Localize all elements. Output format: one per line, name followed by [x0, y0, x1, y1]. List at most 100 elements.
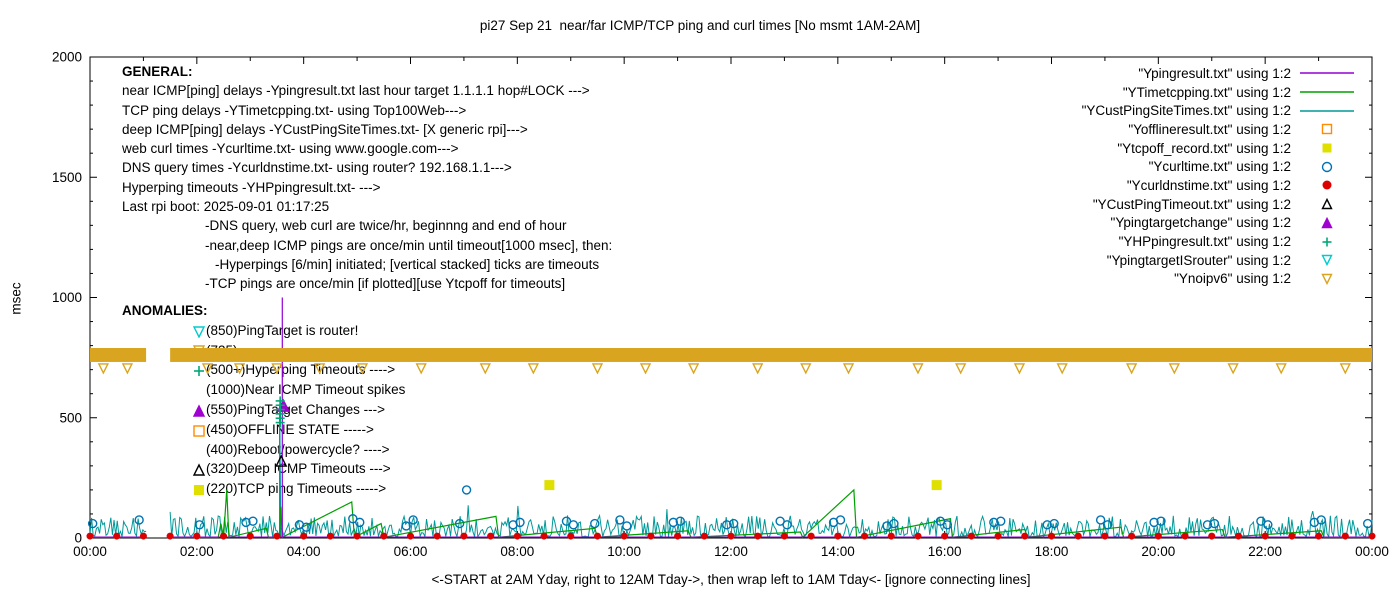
general-line: near ICMP[ping] delays -Ypingresult.txt … [122, 83, 590, 99]
general-notes: GENERAL: near ICMP[ping] delays -Ypingre… [122, 62, 612, 294]
legend-sample-line-icon [1300, 91, 1354, 93]
x-tick-label: 04:00 [287, 544, 321, 559]
legend-label: "YTimetcpping.txt" using 1:2 [1122, 84, 1291, 100]
y-tick-label: 0 [74, 531, 82, 546]
legend-sample-plus-icon [1322, 237, 1332, 247]
anomaly-item: (500+)Hyperping Timeouts ----> [122, 360, 405, 380]
x-tick-label: 22:00 [1248, 544, 1282, 559]
anomaly-spacer [192, 442, 206, 456]
anomaly-item: (550)PingTarget Changes ---> [122, 400, 405, 420]
legend-item: "YCustPingSiteTimes.txt" using 1:2 [1082, 101, 1355, 120]
anomaly-plus-icon [194, 366, 204, 377]
y-tick-label: 1500 [52, 170, 82, 185]
legend-label: "Ycurltime.txt" using 1:2 [1148, 159, 1291, 175]
anomaly-text: (320)Deep ICMP Timeouts ---> [206, 461, 391, 477]
general-line: -TCP pings are once/min [if plotted][use… [205, 276, 566, 292]
anomaly-triangle-open-icon [192, 463, 206, 476]
legend-label: "Ynoipv6" using 1:2 [1174, 271, 1291, 287]
anomaly-item: (450)OFFLINE STATE -----> [122, 420, 405, 440]
legend-sample-triangle-down-open-icon [1321, 273, 1333, 285]
anomaly-item: (320)Deep ICMP Timeouts ---> [122, 459, 405, 479]
anomalies-notes: ANOMALIES: (850)PingTarget is router! (73… [122, 301, 405, 499]
legend-item: "Ypingresult.txt" using 1:2 [1082, 64, 1355, 83]
general-line: Last rpi boot: 2025-09-01 01:17:25 [122, 199, 330, 215]
anomaly-square-open-icon [193, 424, 205, 437]
legend-item: "Ytcpoff_record.txt" using 1:2 [1082, 139, 1355, 158]
legend-sample-triangle-down-open-icon [1321, 255, 1333, 267]
anomaly-item: (850)PingTarget is router! [122, 321, 405, 341]
general-line: deep ICMP[ping] delays -YCustPingSiteTim… [122, 121, 528, 137]
general-line: Hyperping timeouts -YHPpingresult.txt- -… [122, 179, 381, 195]
x-tick-label: 18:00 [1035, 544, 1069, 559]
y-tick-label: 1000 [52, 290, 82, 305]
legend-sample-square-open-icon [1321, 124, 1333, 135]
x-tick-label: 16:00 [928, 544, 962, 559]
legend-sample-circle-open-icon [1321, 161, 1333, 172]
x-axis-label: <-START at 2AM Yday, right to 12AM Tday-… [431, 572, 1031, 587]
anomaly-item: (400)Reboot/powercycle? ----> [122, 440, 405, 460]
anomaly-item: (1000)Near ICMP Timeout spikes [122, 380, 405, 400]
legend-item: "Ycurldnstime.txt" using 1:2 [1082, 176, 1355, 195]
general-line: TCP ping delays -YTimetcpping.txt- using… [122, 102, 467, 118]
anomaly-list: (850)PingTarget is router! (735) (500+)Hyp… [122, 321, 405, 499]
series-Ytcpoff_record.txt [544, 480, 942, 491]
legend-item: "Yofflineresult.txt" using 1:2 [1082, 120, 1355, 139]
x-tick-label: 20:00 [1141, 544, 1175, 559]
y-axis-label: msec [8, 282, 24, 315]
anomaly-text: (220)TCP ping Timeouts -----> [206, 481, 387, 497]
x-tick-label: 12:00 [714, 544, 748, 559]
legend-label: "Ypingresult.txt" using 1:2 [1138, 65, 1291, 81]
legend-item: "Ynoipv6" using 1:2 [1082, 270, 1355, 289]
x-tick-label: 10:00 [607, 544, 641, 559]
x-tick-label: 00:00 [1355, 544, 1389, 559]
x-tick-label: 00:00 [73, 544, 107, 559]
legend-label: "YpingtargetISrouter" using 1:2 [1106, 252, 1291, 268]
legend-sample-triangle-open-icon [1321, 198, 1333, 210]
legend-item: "Ycurltime.txt" using 1:2 [1082, 157, 1355, 176]
anomalies-header: ANOMALIES: [122, 303, 208, 318]
anomaly-text: (450)OFFLINE STATE -----> [206, 421, 374, 437]
anomaly-text: (550)PingTarget Changes ---> [206, 401, 385, 417]
legend-label: "Ycurldnstime.txt" using 1:2 [1126, 177, 1291, 193]
legend-label: "Ytcpoff_record.txt" using 1:2 [1117, 140, 1291, 156]
legend-item: "YHPpingresult.txt" using 1:2 [1082, 232, 1355, 251]
x-tick-label: 02:00 [180, 544, 214, 559]
anomaly-item: (220)TCP ping Timeouts -----> [122, 479, 405, 499]
series-Ycurldnstime.txt [86, 532, 1376, 540]
legend-label: "YCustPingTimeout.txt" using 1:2 [1092, 196, 1291, 212]
x-tick-label: 14:00 [821, 544, 855, 559]
y-tick-label: 500 [59, 410, 82, 425]
legend-sample-line-icon [1300, 72, 1354, 75]
legend-sample-triangle-filled-icon [1321, 216, 1333, 229]
anomaly-spacer [192, 383, 206, 397]
anomaly-item: (735) [122, 341, 405, 361]
legend-item: "YpingtargetISrouter" using 1:2 [1082, 251, 1355, 270]
legend-item: "YTimetcpping.txt" using 1:2 [1082, 83, 1355, 102]
legend-sample-circle-filled-icon [1322, 180, 1332, 190]
general-line: -Hyperpings [6/min] initiated; [vertical… [215, 256, 600, 272]
legend-label: "Ypingtargetchange" using 1:2 [1110, 215, 1291, 231]
anomaly-triangle-down-open-icon [192, 325, 206, 338]
anomaly-text: (500+)Hyperping Timeouts ----> [206, 362, 396, 378]
anomaly-text: (850)PingTarget is router! [206, 322, 359, 338]
legend: "Ypingresult.txt" using 1:2 "YTimetcpping… [1082, 64, 1355, 288]
legend-label: "Yofflineresult.txt" using 1:2 [1128, 121, 1291, 137]
anomaly-triangle-down-open-icon [192, 345, 206, 358]
legend-label: "YHPpingresult.txt" using 1:2 [1118, 234, 1291, 250]
general-line: DNS query times -Ycurldnstime.txt- using… [122, 160, 512, 176]
anomaly-text: (400)Reboot/powercycle? ----> [206, 441, 390, 457]
general-line: web curl times -Ycurltime.txt- using www… [122, 141, 459, 157]
legend-sample-line-icon [1300, 109, 1354, 112]
legend-label: "YCustPingSiteTimes.txt" using 1:2 [1081, 103, 1291, 119]
x-tick-label: 06:00 [394, 544, 428, 559]
anomaly-square-filled-icon [194, 485, 204, 496]
y-tick-label: 2000 [52, 50, 82, 65]
general-line: -near,deep ICMP pings are once/min until… [205, 237, 613, 253]
chart-title: pi27 Sep 21 near/far ICMP/TCP ping and c… [479, 18, 921, 33]
anomaly-triangle-filled-icon [192, 404, 206, 417]
general-line: -DNS query, web curl are twice/hr, begin… [205, 218, 567, 234]
x-tick-label: 08:00 [500, 544, 534, 559]
legend-item: "YCustPingTimeout.txt" using 1:2 [1082, 195, 1355, 214]
legend-sample-square-filled-icon [1322, 143, 1332, 153]
